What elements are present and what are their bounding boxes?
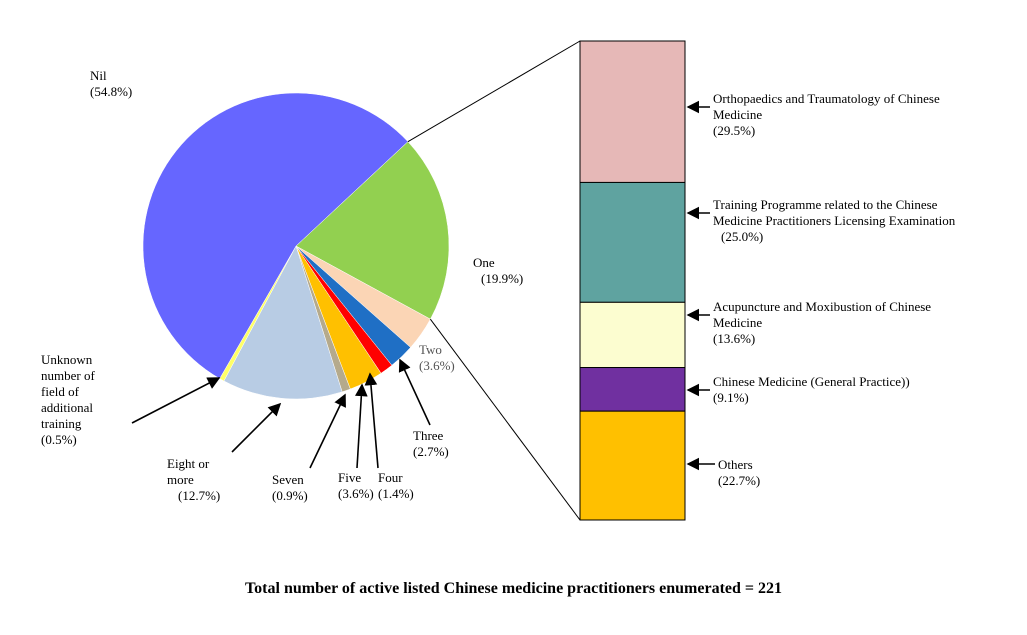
pie-slice xyxy=(142,92,409,379)
label-text: Five xyxy=(338,470,362,485)
arrow xyxy=(354,383,368,469)
arrow xyxy=(231,402,282,453)
label-text: (22.7%) xyxy=(718,473,761,488)
bar-label: Acupuncture and Moxibustion of Chinese M… xyxy=(713,299,978,347)
label-text: (1.4%) xyxy=(378,486,414,501)
label-text: (0.5%) xyxy=(41,432,77,447)
label-text: Orthopaedics and Traumatology of Chinese… xyxy=(713,91,940,122)
bar-label: Chinese Medicine (General Practice)) (9.1… xyxy=(713,374,973,406)
label-text: One xyxy=(473,255,495,270)
bar-label: Others (22.7%) xyxy=(718,457,918,489)
label-text: Chinese Medicine (General Practice)) xyxy=(713,374,910,389)
label-text: (0.9%) xyxy=(272,488,308,503)
label-text: (29.5%) xyxy=(713,123,756,138)
pie-label: Two (3.6%) xyxy=(419,342,455,374)
pie-label: Seven (0.9%) xyxy=(272,472,308,504)
label-text: Training Programme related to the Chines… xyxy=(713,197,956,228)
bar-label: Orthopaedics and Traumatology of Chinese… xyxy=(713,91,988,139)
pie-label: Three (2.7%) xyxy=(413,428,449,460)
arrow xyxy=(364,372,379,469)
pie-label: Four (1.4%) xyxy=(378,470,414,502)
arrow xyxy=(131,377,221,424)
bar-segment xyxy=(579,181,686,303)
label-text: (13.6%) xyxy=(713,331,756,346)
label-text: Eight or more xyxy=(167,456,210,487)
pie-label: One (19.9%) xyxy=(473,255,523,287)
label-text: (12.7%) xyxy=(178,488,221,503)
connector xyxy=(407,40,581,143)
bar-segment xyxy=(579,40,686,183)
label-text: Nil xyxy=(90,68,107,83)
label-text: (19.9%) xyxy=(481,271,524,286)
label-text: Acupuncture and Moxibustion of Chinese M… xyxy=(713,299,932,330)
label-text: Unknown number of field of additional tr… xyxy=(41,352,95,431)
bar-segment xyxy=(579,301,686,369)
label-text: Two xyxy=(419,342,442,357)
pie-label: Five (3.6%) xyxy=(338,470,374,502)
bar-segment xyxy=(579,367,686,412)
connector xyxy=(429,318,581,521)
label-text: (3.6%) xyxy=(338,486,374,501)
bar-label: Training Programme related to the Chines… xyxy=(713,197,978,245)
arrow xyxy=(398,358,431,426)
label-text: (3.6%) xyxy=(419,358,455,373)
bar-segment xyxy=(579,410,686,521)
footnote: Total number of active listed Chinese me… xyxy=(244,580,783,597)
pie-label: Eight or more (12.7%) xyxy=(167,456,225,504)
label-text: Four xyxy=(378,470,403,485)
label-text: (9.1%) xyxy=(713,390,749,405)
label-text: Three xyxy=(413,428,444,443)
arrow xyxy=(309,393,346,469)
pie-slice xyxy=(295,141,450,320)
pie-label: Nil (54.8%) xyxy=(90,68,132,100)
label-text: (2.7%) xyxy=(413,444,449,459)
label-text: (25.0%) xyxy=(721,229,764,244)
label-text: Seven xyxy=(272,472,304,487)
pie-label: Unknown number of field of additional tr… xyxy=(41,352,121,448)
label-text: (54.8%) xyxy=(90,84,133,99)
label-text: Others xyxy=(718,457,753,472)
